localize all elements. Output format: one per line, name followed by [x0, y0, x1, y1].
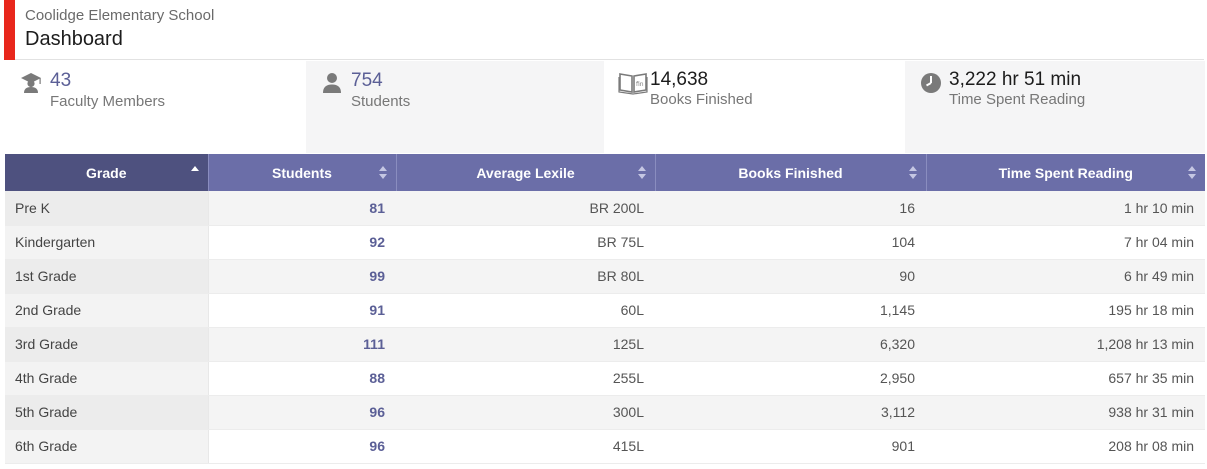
stat-value: 43 — [50, 70, 72, 91]
table-row[interactable]: 4th Grade 88 255L 2,950 657 hr 35 min — [5, 361, 1205, 396]
cell-books-finished: 901 — [655, 429, 926, 464]
sort-icon — [1188, 166, 1197, 180]
grade-table-container: Grade Students Average Lexile Books Fini… — [5, 154, 1205, 469]
cell-grade: 3rd Grade — [5, 327, 209, 362]
sort-icon — [637, 166, 647, 180]
stat-value: 3,222 hr 51 min — [949, 69, 1082, 90]
stat-value: 754 — [351, 70, 383, 91]
column-header-label: Time Spent Reading — [998, 164, 1133, 181]
table-row[interactable]: Kindergarten 92 BR 75L 104 7 hr 04 min — [5, 225, 1205, 260]
cell-grade: 1st Grade — [5, 259, 209, 294]
cell-grade: 6th Grade — [5, 429, 209, 464]
cell-books-finished: 104 — [655, 225, 926, 260]
cell-average-lexile: 125L — [396, 327, 655, 362]
cell-students: 91 — [208, 293, 396, 328]
column-header-label: Books Finished — [738, 164, 843, 181]
column-header-time-spent-reading[interactable]: Time Spent Reading — [926, 154, 1205, 191]
cell-students: 99 — [208, 259, 396, 294]
table-header-row: Grade Students Average Lexile Books Fini… — [5, 154, 1205, 191]
stat-students: 754 Students — [306, 61, 604, 153]
sort-ascending-icon — [190, 166, 200, 180]
cell-time-spent-reading: 208 hr 08 min — [926, 429, 1205, 464]
cell-average-lexile: 415L — [396, 429, 655, 464]
header-accent-bar — [4, 0, 15, 60]
cell-grade: Kindergarten — [5, 225, 209, 260]
cell-students: 96 — [208, 395, 396, 430]
cell-books-finished: 2,950 — [655, 361, 926, 396]
table-row[interactable]: 6th Grade 96 415L 901 208 hr 08 min — [5, 429, 1205, 464]
cell-average-lexile: 60L — [396, 293, 655, 328]
svg-text:fin: fin — [636, 81, 644, 88]
cell-grade: Pre K — [5, 191, 209, 226]
stat-books-finished: fin 14,638 Books Finished — [604, 61, 905, 153]
stat-label: Students — [351, 93, 411, 110]
cell-students: 92 — [208, 225, 396, 260]
cell-books-finished: 16 — [655, 191, 926, 226]
column-header-average-lexile[interactable]: Average Lexile — [396, 154, 656, 191]
column-header-grade[interactable]: Grade — [5, 154, 209, 191]
cell-grade: 5th Grade — [5, 395, 209, 430]
cell-average-lexile: 255L — [396, 361, 655, 396]
cell-books-finished: 90 — [655, 259, 926, 294]
cell-time-spent-reading: 195 hr 18 min — [926, 293, 1205, 328]
cell-time-spent-reading: 1 hr 10 min — [926, 191, 1205, 226]
cell-students: 81 — [208, 191, 396, 226]
stat-label: Time Spent Reading — [949, 91, 1086, 108]
cell-time-spent-reading: 1,208 hr 13 min — [926, 327, 1205, 362]
table-row[interactable]: 1st Grade 99 BR 80L 90 6 hr 49 min — [5, 259, 1205, 294]
column-header-label: Average Lexile — [476, 164, 575, 181]
page-title: Dashboard — [25, 28, 123, 50]
grade-table: Grade Students Average Lexile Books Fini… — [5, 154, 1205, 464]
school-name: Coolidge Elementary School — [25, 7, 215, 24]
clock-icon — [921, 73, 941, 93]
column-header-students[interactable]: Students — [208, 154, 397, 191]
cell-time-spent-reading: 7 hr 04 min — [926, 225, 1205, 260]
cell-time-spent-reading: 6 hr 49 min — [926, 259, 1205, 294]
column-header-books-finished[interactable]: Books Finished — [655, 154, 927, 191]
cell-average-lexile: BR 200L — [396, 191, 655, 226]
sort-icon — [378, 166, 388, 180]
table-row[interactable]: 2nd Grade 91 60L 1,145 195 hr 18 min — [5, 293, 1205, 328]
table-row[interactable]: Pre K 81 BR 200L 16 1 hr 10 min — [5, 191, 1205, 226]
cell-average-lexile: BR 75L — [396, 225, 655, 260]
cell-average-lexile: 300L — [396, 395, 655, 430]
stat-label: Books Finished — [650, 91, 753, 108]
cell-average-lexile: BR 80L — [396, 259, 655, 294]
column-header-label: Students — [272, 164, 332, 181]
stat-value: 14,638 — [650, 69, 709, 90]
table-row[interactable]: 3rd Grade 111 125L 6,320 1,208 hr 13 min — [5, 327, 1205, 362]
cell-books-finished: 6,320 — [655, 327, 926, 362]
cell-students: 111 — [208, 327, 396, 362]
page-header: Coolidge Elementary School Dashboard — [4, 0, 1204, 60]
stat-time-spent-reading: 3,222 hr 51 min Time Spent Reading — [905, 61, 1205, 153]
cell-time-spent-reading: 657 hr 35 min — [926, 361, 1205, 396]
table-row[interactable]: 5th Grade 96 300L 3,112 938 hr 31 min — [5, 395, 1205, 430]
cell-books-finished: 3,112 — [655, 395, 926, 430]
column-header-label: Grade — [86, 164, 127, 181]
cell-grade: 2nd Grade — [5, 293, 209, 328]
cell-books-finished: 1,145 — [655, 293, 926, 328]
cell-time-spent-reading: 938 hr 31 min — [926, 395, 1205, 430]
stat-faculty-members: 43 Faculty Members — [5, 61, 306, 153]
cell-students: 88 — [208, 361, 396, 396]
graduation-cap-icon — [21, 73, 41, 93]
sort-icon — [908, 166, 918, 180]
person-icon — [323, 73, 341, 93]
open-book-icon: fin — [618, 73, 648, 95]
stat-label: Faculty Members — [50, 93, 166, 110]
cell-students: 96 — [208, 429, 396, 464]
cell-grade: 4th Grade — [5, 361, 209, 396]
stats-bar: 43 Faculty Members 754 Students fin 14,6… — [4, 61, 1205, 153]
